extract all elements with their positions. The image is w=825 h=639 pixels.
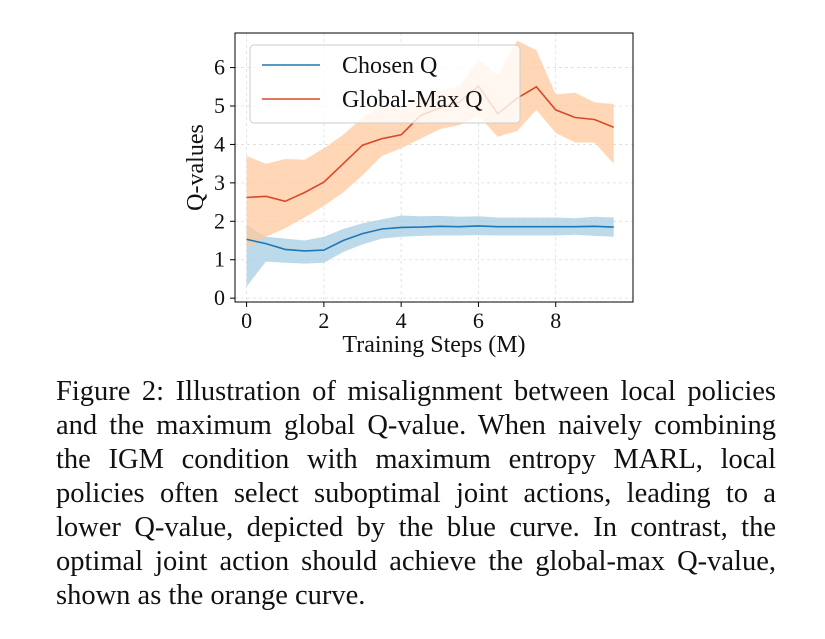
- chosen-q-line: [246, 225, 614, 252]
- y-tick-label: 2: [214, 208, 225, 233]
- x-axis-label: Training Steps (M): [342, 332, 525, 358]
- x-tick-label: 6: [473, 308, 484, 333]
- plot-frame: [234, 32, 634, 303]
- legend-label: Global-Max Q: [342, 87, 483, 113]
- axis-ticks: 0 2 4 6 8 0 1 2 3 4 5 6: [214, 55, 561, 333]
- x-tick-label: 0: [241, 308, 252, 333]
- y-tick-label: 3: [214, 170, 225, 195]
- figure-caption: Figure 2: Illustration of misalignment b…: [56, 376, 776, 611]
- y-tick-label: 0: [214, 285, 225, 310]
- y-axis-label: Q-values: [183, 124, 209, 211]
- y-tick-label: 5: [214, 93, 225, 118]
- x-tick-label: 8: [550, 308, 561, 333]
- q-value-chart: 0 2 4 6 8 0 1 2 3 4 5 6 Training Steps (M) Q-values…: [183, 32, 634, 358]
- y-tick-label: 1: [214, 247, 225, 272]
- x-tick-label: 2: [318, 308, 329, 333]
- y-tick-label: 4: [214, 131, 225, 156]
- legend-label: Chosen Q: [342, 53, 437, 79]
- y-tick-label: 6: [214, 55, 225, 80]
- confidence-bands: [246, 40, 614, 287]
- global-max-q-band: [246, 40, 614, 249]
- chosen-q-band: [246, 215, 614, 287]
- legend: Chosen Q Global-Max Q: [249, 44, 521, 124]
- x-tick-label: 4: [396, 308, 407, 333]
